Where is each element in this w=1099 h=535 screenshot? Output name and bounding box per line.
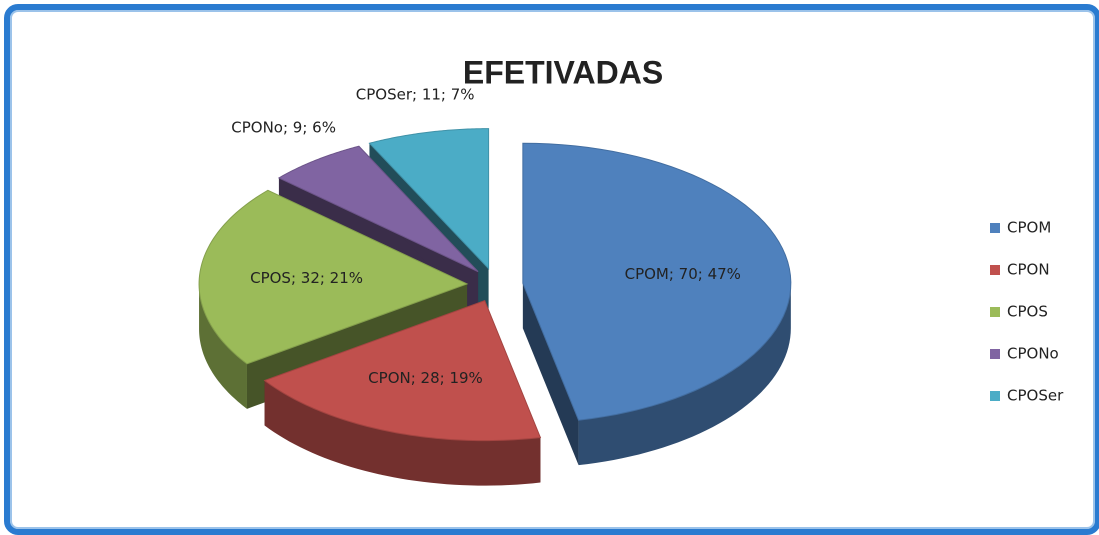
pie-slice-rim — [264, 380, 541, 486]
pie-slice — [198, 189, 469, 365]
pie-slice-rim — [199, 283, 247, 409]
legend-label: CPOM — [1007, 219, 1051, 237]
legend-swatch — [990, 265, 1000, 275]
legend-label: CPON — [1007, 261, 1050, 279]
pie-slice-side — [522, 283, 579, 466]
pie-slice — [277, 145, 479, 273]
legend-label: CPOSer — [1007, 387, 1064, 405]
legend-swatch — [990, 307, 1000, 317]
data-label: CPOM; 70; 47% — [625, 265, 741, 283]
pie-slice-rim — [578, 283, 791, 466]
legend-swatch — [990, 349, 1000, 359]
legend-label: CPONo — [1007, 345, 1059, 363]
data-label: CPOSer; 11; 7% — [356, 86, 475, 104]
data-label: CPON; 28; 19% — [368, 369, 483, 387]
legend-swatch — [990, 223, 1000, 233]
pie-slice — [263, 299, 542, 442]
pie-slice — [368, 128, 490, 270]
pie-slice — [522, 142, 792, 421]
pie-slice-group — [263, 299, 542, 486]
data-label: CPOS; 32; 21% — [250, 269, 363, 287]
legend-label: CPOS — [1007, 303, 1048, 321]
pie-slice-group — [522, 142, 792, 466]
legend-swatch — [990, 391, 1000, 401]
data-label: CPONo; 9; 6% — [231, 118, 336, 136]
chart-title: EFETIVADAS — [463, 54, 663, 90]
